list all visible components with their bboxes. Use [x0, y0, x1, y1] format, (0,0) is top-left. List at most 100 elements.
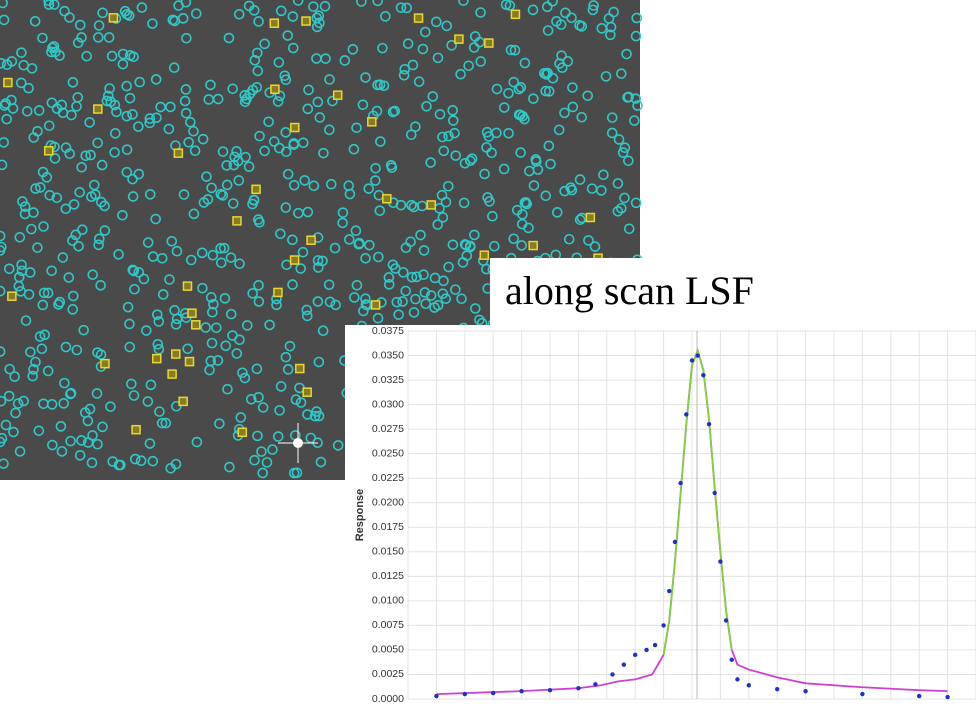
source-marker — [217, 146, 229, 157]
source-marker — [295, 263, 306, 274]
source-marker — [351, 279, 363, 291]
source-marker — [51, 103, 63, 114]
source-marker — [53, 299, 64, 310]
source-marker — [447, 105, 458, 116]
source-marker — [147, 455, 159, 467]
source-marker — [74, 186, 85, 198]
source-marker — [259, 38, 270, 50]
data-point — [547, 687, 553, 693]
data-point — [667, 588, 672, 594]
source-marker — [227, 198, 239, 209]
source-marker — [156, 417, 168, 429]
source-marker — [16, 47, 27, 58]
source-marker — [129, 283, 140, 295]
source-marker — [312, 296, 324, 307]
y-tick-label: 0.0025 — [372, 668, 404, 680]
source-square — [178, 396, 188, 407]
source-marker — [110, 128, 121, 139]
y-tick-label: 0.0075 — [372, 619, 404, 631]
source-marker — [243, 161, 255, 173]
source-marker — [34, 331, 46, 342]
source-marker — [13, 280, 25, 292]
source-square — [43, 146, 54, 156]
source-marker — [408, 307, 420, 318]
source-marker — [600, 71, 612, 82]
source-marker — [540, 190, 552, 202]
source-marker — [437, 131, 448, 143]
source-marker — [49, 0, 60, 10]
source-marker — [124, 341, 136, 353]
source-marker — [309, 410, 321, 422]
source-marker — [481, 142, 492, 153]
data-point — [735, 677, 740, 682]
source-marker — [97, 421, 108, 433]
source-marker — [177, 13, 189, 24]
source-marker — [418, 269, 429, 280]
source-marker — [93, 233, 105, 245]
source-marker — [425, 157, 436, 168]
source-marker — [3, 263, 15, 275]
source-marker — [274, 405, 285, 416]
source-marker — [185, 254, 197, 266]
source-marker — [43, 120, 55, 132]
source-marker — [181, 32, 192, 44]
source-marker — [163, 123, 175, 135]
source-marker — [47, 42, 58, 54]
source-marker — [539, 68, 550, 79]
source-marker — [201, 171, 212, 182]
source-marker — [67, 290, 79, 302]
data-point — [718, 559, 723, 564]
source-marker — [0, 285, 6, 297]
source-marker — [261, 457, 273, 468]
source-marker — [37, 32, 48, 44]
source-marker — [127, 264, 139, 276]
source-marker — [279, 70, 291, 82]
source-marker — [239, 372, 251, 384]
source-marker — [303, 84, 314, 96]
source-marker — [280, 351, 292, 363]
source-marker — [215, 188, 227, 200]
source-marker — [197, 282, 208, 294]
source-marker — [623, 223, 635, 235]
source-marker — [482, 192, 493, 203]
source-marker — [551, 207, 563, 218]
source-marker — [543, 140, 555, 152]
source-marker — [351, 122, 362, 134]
source-marker — [420, 298, 431, 310]
source-marker — [574, 174, 586, 185]
source-marker — [51, 192, 63, 204]
title-box — [490, 258, 810, 328]
source-square — [173, 148, 184, 158]
source-marker — [74, 450, 86, 461]
source-marker — [443, 130, 454, 142]
source-marker — [133, 121, 144, 132]
source-marker — [567, 101, 579, 113]
source-marker — [619, 142, 631, 154]
source-marker — [254, 216, 265, 228]
source-marker — [360, 253, 371, 264]
source-marker — [96, 159, 108, 171]
source-marker — [215, 257, 227, 269]
data-point — [593, 682, 598, 687]
source-square — [93, 104, 103, 114]
source-marker — [128, 265, 140, 277]
source-marker — [91, 388, 103, 399]
source-marker — [65, 388, 76, 400]
source-marker — [268, 136, 280, 147]
source-marker — [344, 234, 355, 245]
source-square — [273, 287, 283, 298]
source-marker — [58, 398, 70, 409]
source-marker — [314, 112, 326, 123]
source-square — [7, 291, 17, 301]
source-marker — [92, 137, 103, 149]
source-marker — [458, 0, 469, 6]
y-tick-label: 0.0350 — [372, 349, 404, 361]
source-marker — [57, 252, 69, 263]
source-marker — [101, 95, 113, 107]
source-square — [232, 216, 242, 226]
source-marker — [280, 202, 292, 213]
series-line — [662, 347, 733, 655]
source-marker — [218, 242, 230, 254]
source-marker — [133, 168, 145, 180]
